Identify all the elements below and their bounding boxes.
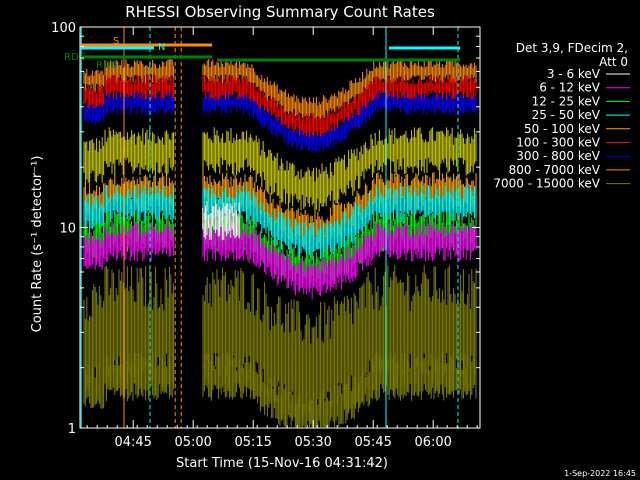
series-8-band [83,265,477,428]
y-tick-label: 100 [51,21,76,36]
x-tick-label: 04:45 [114,435,151,450]
legend-entry-label: 100 - 300 keV [516,136,600,150]
legend-header-line2: Att 0 [599,55,628,69]
x-tick-label: 06:00 [414,435,451,450]
legend-entry-label: 7000 - 15000 keV [493,177,600,191]
annotation-rdc: RDC [64,52,86,63]
y-tick-label: 10 [59,222,76,237]
legend-entry-label: 50 - 100 keV [524,122,601,136]
legend-entry-label: 300 - 800 keV [516,149,600,163]
plot-area: S N RDC RD6 [64,27,477,428]
extra-band-0-trace [83,126,477,213]
series-7-band-trace [83,59,477,121]
series-5-band [83,74,477,138]
series-1-band [83,221,477,300]
series-3-band-trace [83,184,477,261]
annotation-s: S [113,36,119,47]
legend-entry-label: 6 - 12 keV [539,81,601,95]
y-tick-label: 1 [68,422,76,437]
chart-title: RHESSI Observing Summary Count Rates [125,3,435,21]
annotation-rd6: RD6 [96,60,117,71]
series-8-band-trace [83,265,477,428]
x-axis-label: Start Time (15-Nov-16 04:31:42) [176,456,388,471]
series-0-band-trace [202,201,240,241]
legend-entry-label: 3 - 6 keV [547,67,601,81]
series-7-band [83,59,477,121]
legend-entry-label: 800 - 7000 keV [509,163,601,177]
footer-timestamp: 1-Sep-2022 16:45 [564,469,636,478]
x-tick-label: 05:30 [294,435,331,450]
legend-entry-label: 25 - 50 keV [532,108,601,122]
annotation-n: N [158,42,165,53]
legend-entry-label: 12 - 25 keV [532,94,601,108]
x-tick-label: 05:15 [234,435,271,450]
series-3-band [83,184,477,261]
y-axis-label: Count Rate (s⁻¹ detector⁻¹) [30,156,45,333]
extra-band-0 [83,126,477,213]
series-5-band-trace [83,74,477,138]
legend-header-line1: Det 3,9, FDecim 2, [516,41,628,55]
axes: 1 10 100 04:45 05:00 05:15 05:30 05:45 06:00 [51,21,481,450]
series-1-band-trace [83,221,477,300]
x-tick-label: 05:45 [354,435,391,450]
x-tick-label: 05:00 [174,435,211,450]
series-0-band [202,201,240,241]
